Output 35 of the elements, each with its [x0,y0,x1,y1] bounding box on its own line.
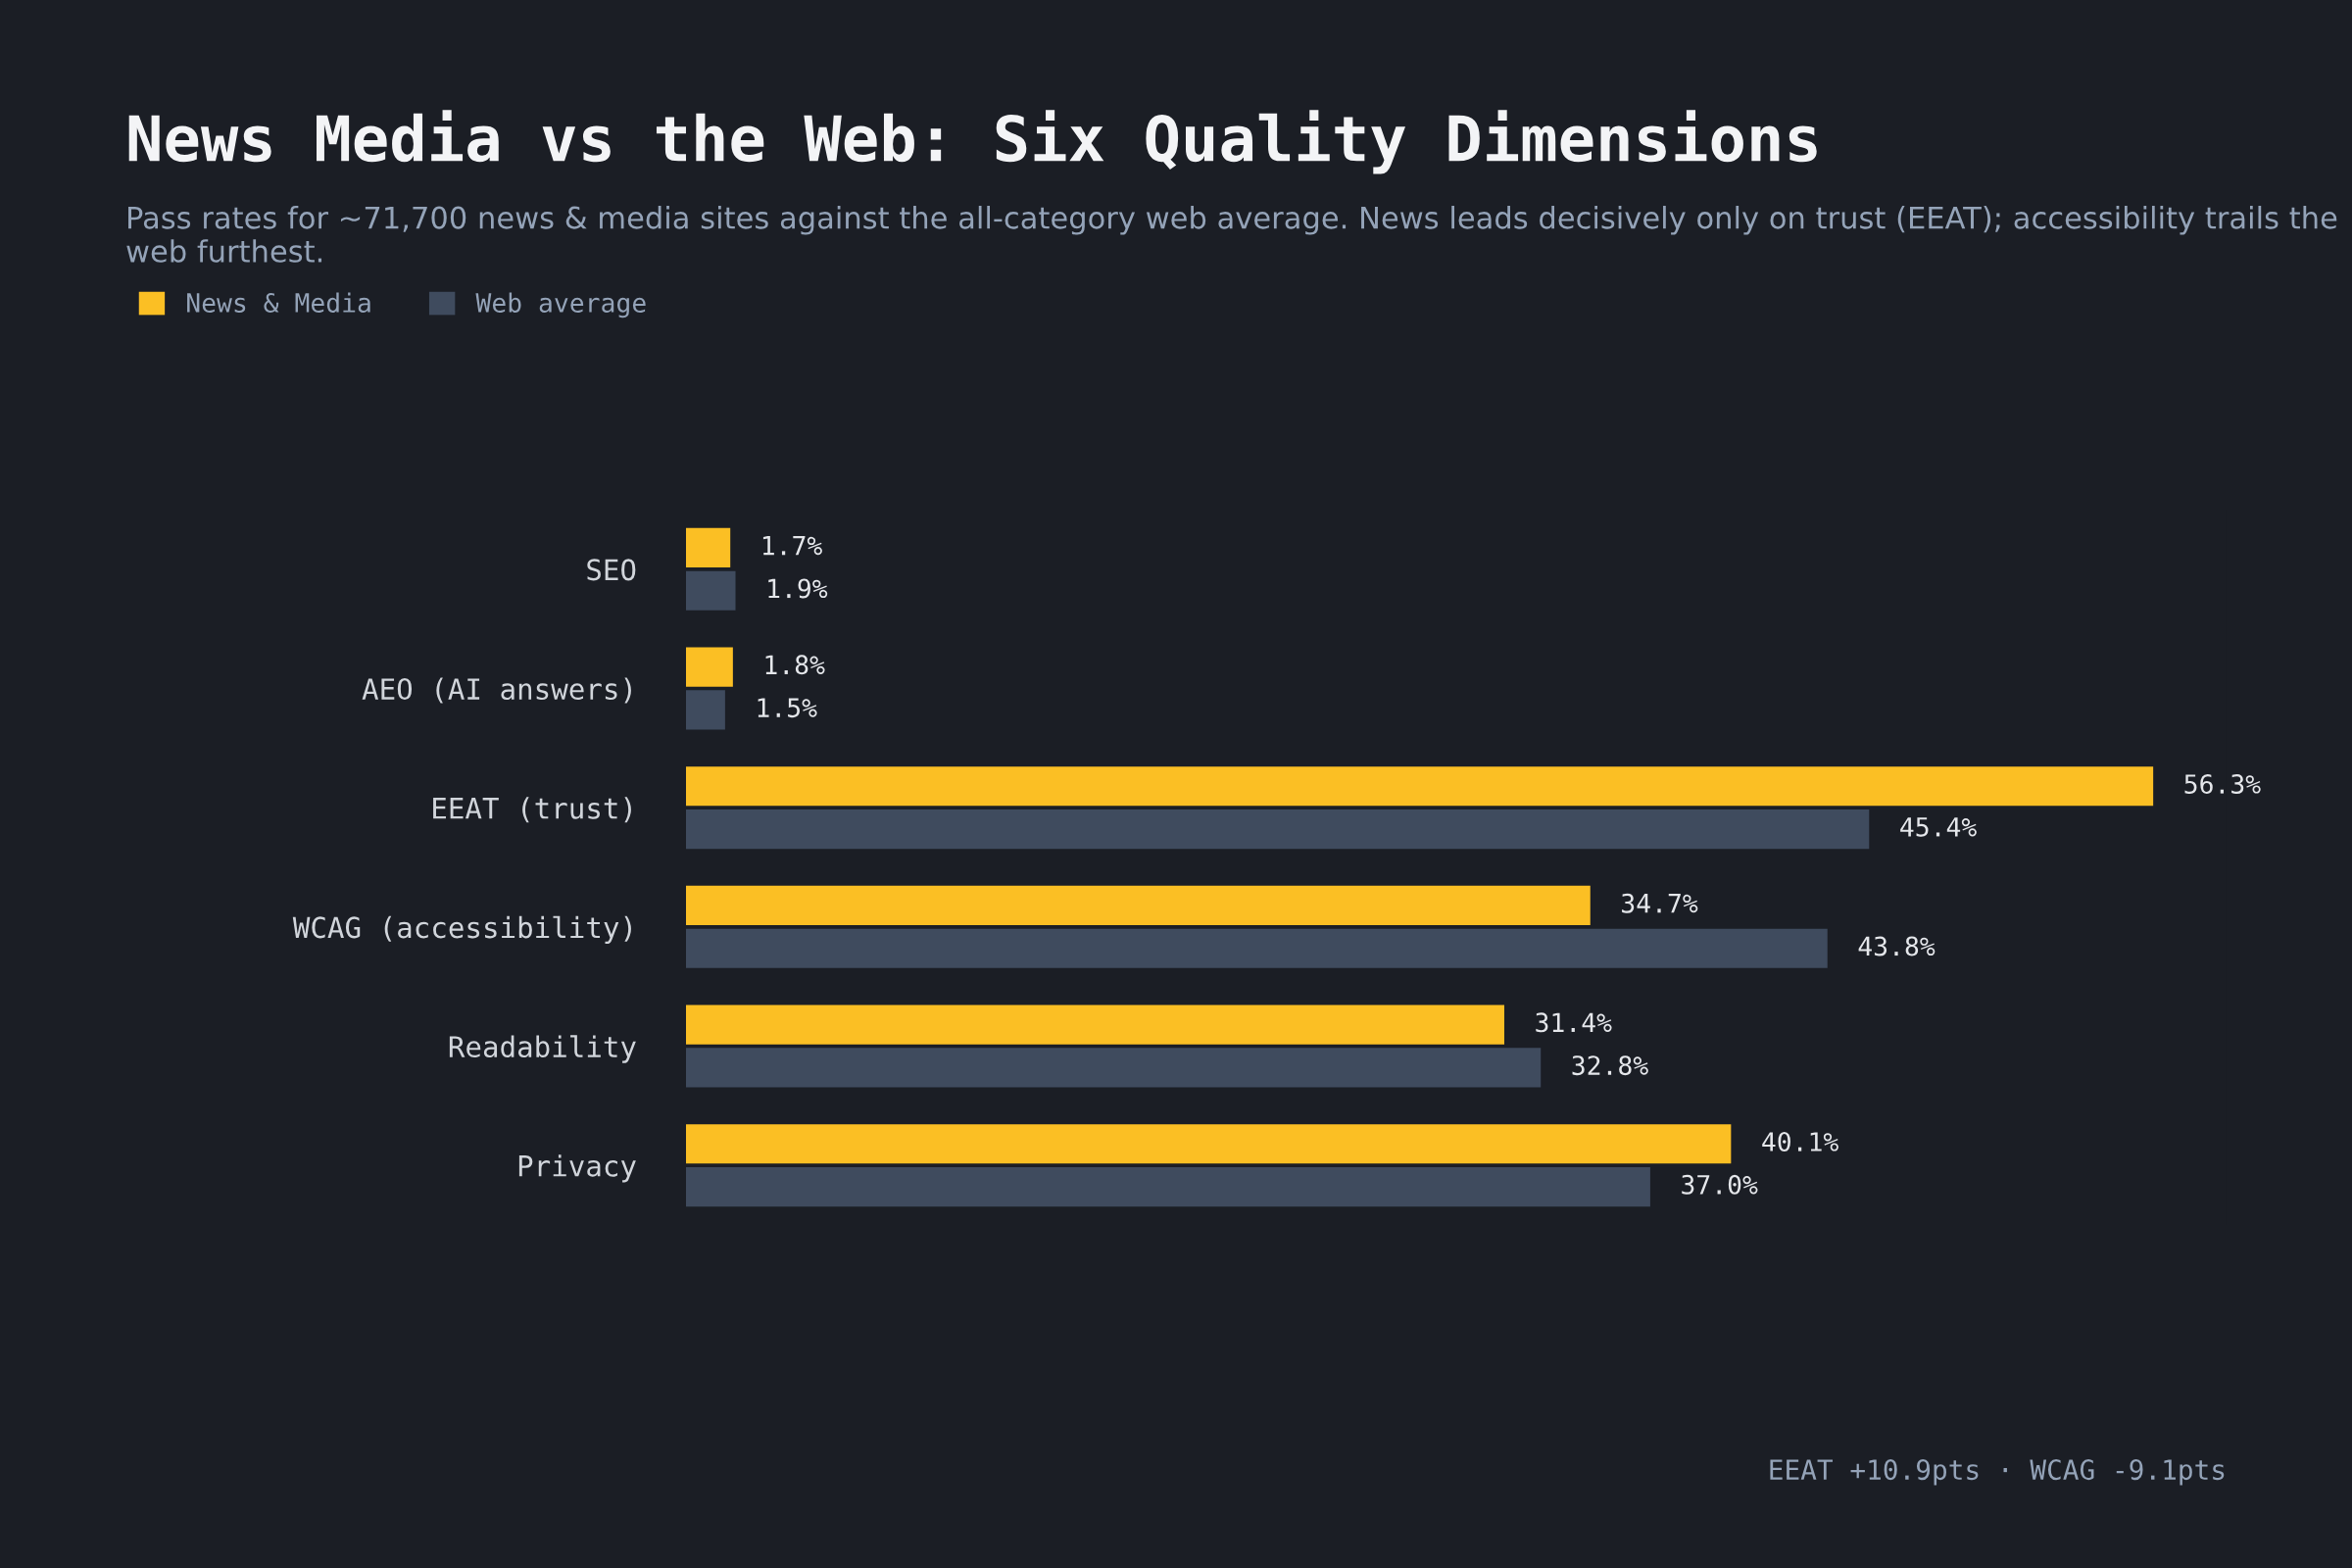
bar [686,570,736,611]
y-tick-label: Readability [449,1035,636,1063]
data-label: 31.4% [1536,1012,1612,1033]
y-tick-label: SEO [587,559,636,581]
data-label: 43.8% [1858,936,1936,956]
data-label: 1.7% [762,536,822,556]
bar [686,1004,1504,1045]
data-label: 45.4% [1900,817,1977,837]
bar [686,690,725,730]
data-label: 34.7% [1622,893,1698,913]
data-label: 1.8% [765,655,825,675]
bar [686,527,731,568]
data-label: 1.5% [758,698,817,718]
data-label: 40.1% [1762,1132,1838,1152]
bar [686,1166,1650,1207]
bar [686,766,2154,807]
bar [686,1048,1542,1088]
data-label: 37.0% [1682,1174,1758,1195]
data-label: 32.8% [1572,1055,1648,1076]
legend-label: News & Media [187,292,370,313]
text: EEAT +10.9pts · WCAG -9.1pts [1770,1459,2225,1486]
data-label: 1.9% [768,578,828,599]
chart-title: News Media vs the Web: Six Quality Dimensions [128,110,1817,174]
chart-subtitle: Pass rates for ~71,700 news & media sites against the all-category web average. News leads decisively only on trust (EEAT); accessibility trails the web furthest. [126,206,2337,263]
y-tick-label: WCAG (accessibility) [292,915,631,945]
bar [686,928,1828,968]
bar [686,1124,1732,1164]
y-tick-label: Privacy [518,1154,636,1183]
legend-label: Web average [475,292,646,318]
bar [686,885,1591,926]
y-tick-label: AEO (AI answers) [362,677,631,704]
data-label: 56.3% [2184,774,2261,794]
y-tick-label: EEAT (trust) [433,797,631,823]
bar [686,647,733,687]
bar [686,808,1870,850]
